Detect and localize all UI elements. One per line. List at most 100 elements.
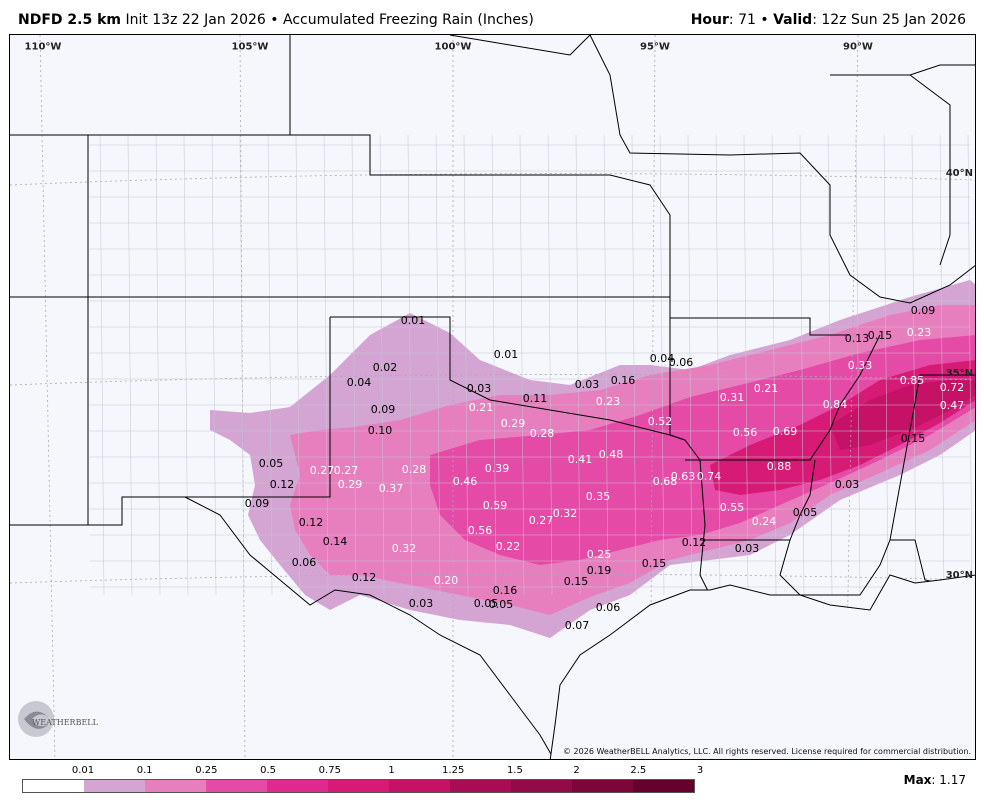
accumulation-value: 0.03 — [835, 478, 860, 491]
legend-swatch — [450, 780, 511, 792]
freezing-rain-shading — [210, 280, 975, 638]
accumulation-value: 0.06 — [596, 601, 621, 614]
accumulation-value: 0.33 — [848, 359, 873, 372]
weatherbell-logo — [14, 697, 58, 741]
accumulation-value: 0.11 — [523, 392, 548, 405]
accumulation-value: 0.06 — [669, 356, 694, 369]
longitude-label: 90°W — [843, 41, 873, 52]
latitude-label: 40°N — [946, 168, 973, 179]
accumulation-value: 0.12 — [352, 571, 377, 584]
accumulation-value: 0.29 — [338, 478, 363, 491]
accumulation-value: 0.25 — [587, 548, 612, 561]
latitude-labels: 40°N 35°N 30°N — [946, 168, 973, 581]
accumulation-value: 0.74 — [697, 470, 722, 483]
map-panel: 110°W 105°W 100°W 95°W 90°W 40°N 35°N 30°N 0.0… — [9, 34, 976, 760]
accumulation-value: 0.05 — [259, 457, 284, 470]
accumulation-value: 0.03 — [575, 378, 600, 391]
shade-heaviest — [830, 380, 975, 450]
legend-swatch — [328, 780, 389, 792]
accumulation-value: 0.04 — [347, 376, 372, 389]
accumulation-value: 0.68 — [653, 475, 678, 488]
latitude-label: 30°N — [946, 570, 973, 581]
legend-swatch — [389, 780, 450, 792]
accumulation-value: 0.55 — [720, 501, 745, 514]
gulf-of-mexico — [549, 574, 975, 759]
accumulation-value: 0.23 — [907, 326, 932, 339]
accumulation-value: 0.41 — [568, 453, 593, 466]
accumulation-value: 0.47 — [940, 399, 965, 412]
accumulation-value: 0.31 — [720, 391, 745, 404]
accumulation-value: 0.12 — [270, 478, 295, 491]
legend-tick: 0.5 — [260, 765, 277, 776]
legend-tick: 1.5 — [506, 765, 523, 776]
shade-strong — [430, 335, 975, 565]
legend-tick: 1 — [388, 765, 395, 776]
accumulation-value: 0.15 — [564, 575, 589, 588]
legend-tick: 1.25 — [442, 765, 465, 776]
legend-swatch — [511, 780, 572, 792]
accumulation-value: 0.27 — [529, 514, 554, 527]
longitude-label: 110°W — [25, 41, 62, 52]
accumulation-value: 0.21 — [469, 401, 494, 414]
header: NDFD 2.5 km Init 13z 22 Jan 2026 • Accum… — [0, 0, 984, 34]
accumulation-value: 0.28 — [402, 463, 427, 476]
legend-swatch — [145, 780, 206, 792]
map-canvas: 110°W 105°W 100°W 95°W 90°W 40°N 35°N 30°N 0.0… — [10, 35, 975, 759]
accumulation-value: 0.52 — [648, 415, 673, 428]
legend-swatch — [84, 780, 145, 792]
title-separator: • — [270, 12, 279, 28]
accumulation-value: 0.27 — [334, 464, 359, 477]
accumulation-value: 0.05 — [489, 598, 514, 611]
accumulation-value: 0.23 — [596, 395, 621, 408]
legend-tick: 2 — [573, 765, 580, 776]
accumulation-value: 0.09 — [911, 304, 936, 317]
legend-tick: 2.5 — [630, 765, 647, 776]
legend-swatch — [206, 780, 267, 792]
accumulation-value: 0.14 — [323, 535, 348, 548]
legend-swatch — [572, 780, 633, 792]
longitude-label: 105°W — [232, 41, 269, 52]
accumulation-value: 0.29 — [501, 417, 526, 430]
accumulation-value: 0.02 — [373, 361, 398, 374]
accumulation-value: 0.32 — [553, 507, 578, 520]
accumulation-value: 0.20 — [434, 574, 459, 587]
legend-tick: 0.01 — [71, 765, 95, 776]
legend-swatch — [23, 780, 84, 792]
state-borders — [10, 35, 975, 759]
accumulation-value: 0.15 — [901, 432, 926, 445]
valid-info: Hour: 71 • Valid: 12z Sun 25 Jan 2026 — [691, 12, 966, 28]
accumulation-value: 0.16 — [611, 374, 636, 387]
accumulation-value: 0.16 — [493, 584, 518, 597]
init-time: Init 13z 22 Jan 2026 — [125, 12, 266, 28]
accumulation-value: 0.84 — [823, 398, 848, 411]
accumulation-value: 0.28 — [530, 427, 555, 440]
product-name: Accumulated Freezing Rain (Inches) — [282, 12, 534, 28]
accumulation-value: 0.72 — [940, 381, 965, 394]
accumulation-value: 0.21 — [754, 382, 779, 395]
max-number: : 1.17 — [931, 773, 966, 787]
accumulation-value: 0.06 — [292, 556, 317, 569]
accumulation-value: 0.01 — [401, 314, 426, 327]
color-legend: 0.01 0.1 0.25 0.5 0.75 1 1.25 1.5 2 2.5 3 Max: 1.1… — [0, 760, 984, 808]
accumulation-value: 0.15 — [642, 557, 667, 570]
accumulation-value: 0.05 — [793, 506, 818, 519]
legend-tick: 3 — [696, 765, 704, 776]
longitude-label: 95°W — [640, 41, 670, 52]
legend-tick: 0.1 — [136, 765, 153, 776]
valid-separator: • — [760, 12, 769, 28]
legend-tick: 0.25 — [195, 765, 218, 776]
accumulation-value: 0.27 — [310, 464, 335, 477]
accumulation-value: 0.88 — [767, 460, 792, 473]
county-grid — [90, 134, 973, 596]
hour-label: Hour — [690, 12, 729, 28]
legend-swatch — [267, 780, 328, 792]
accumulation-value: 0.24 — [752, 515, 777, 528]
swirl-icon — [18, 701, 54, 737]
accumulation-value: 0.12 — [299, 516, 324, 529]
accumulation-value: 0.09 — [245, 497, 270, 510]
accumulation-value: 0.46 — [453, 475, 478, 488]
copyright-notice: © 2026 WeatherBELL Analytics, LLC. All r… — [563, 747, 971, 756]
accumulation-value: 0.22 — [496, 540, 521, 553]
hour-value: : 71 — [728, 12, 756, 28]
accumulation-value: 0.01 — [494, 348, 519, 361]
